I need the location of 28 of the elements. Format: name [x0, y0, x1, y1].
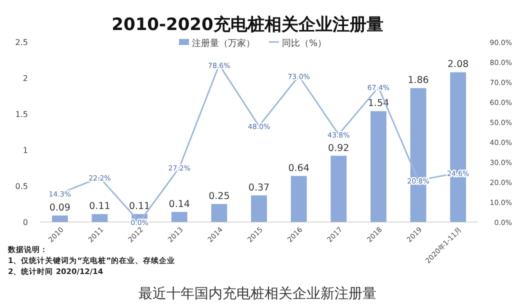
bar [330, 156, 347, 222]
data-label: 0.64 [288, 162, 310, 174]
legend-label: 同比（%） [282, 38, 327, 49]
data-label: 1.86 [408, 75, 429, 86]
legend-label: 注册量（万家） [192, 38, 255, 49]
y-tick-label: 2 [22, 74, 28, 83]
data-label: 0.25 [208, 191, 230, 202]
bar [171, 212, 188, 222]
bar [251, 195, 267, 222]
data-label: 0.14 [168, 198, 190, 210]
y-tick-label: 0.5 [15, 182, 28, 191]
data-label: 2.08 [448, 59, 469, 70]
data-label: 0.37 [248, 182, 270, 194]
y-tick-label: 2.5 [15, 38, 28, 47]
text: 最近十年国内充电桩相关企业新注册量 [138, 286, 376, 302]
data-label: 0.11 [89, 201, 110, 212]
bar [290, 176, 307, 222]
data-label: 0.92 [328, 142, 350, 154]
data-label: 0.11 [128, 201, 150, 212]
y-tick-label: 1.5 [15, 110, 28, 119]
y-tick-label: 1 [22, 146, 28, 155]
bar [370, 111, 386, 222]
chart-title: 2010-2020充电桩相关企业注册量 [112, 15, 384, 35]
data-label: 0.09 [49, 202, 70, 214]
y-tick-label: 0 [22, 218, 28, 227]
bar [92, 214, 108, 222]
bar [211, 204, 228, 222]
bar [52, 216, 68, 222]
